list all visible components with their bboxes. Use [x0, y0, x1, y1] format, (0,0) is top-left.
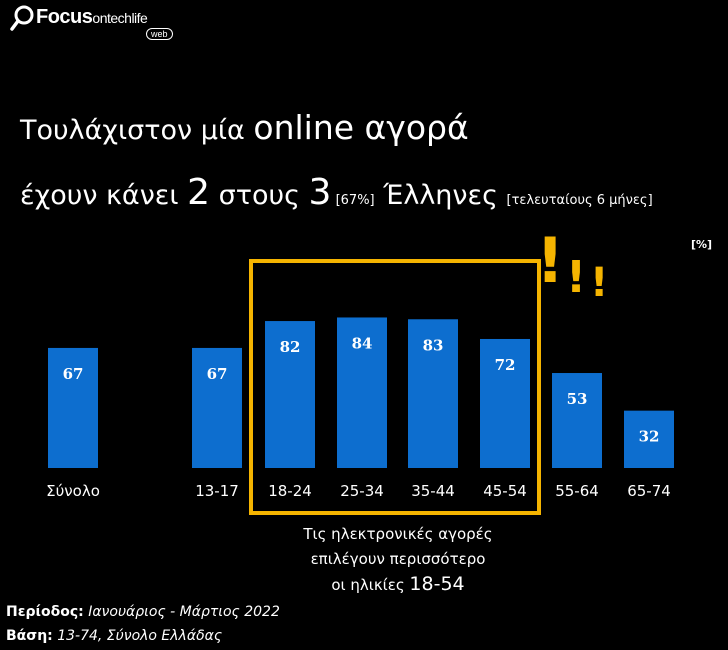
category-label-13-17: 13-17 — [195, 482, 239, 500]
bar-25-34 — [337, 317, 387, 468]
value-label-65-74: 32 — [639, 428, 660, 446]
highlight-note: Τις ηλεκτρονικές αγορές επιλέγουν περισσ… — [303, 525, 493, 595]
category-label-45-54: 45-54 — [483, 482, 527, 500]
footer-period: Περίοδος: Ιανουάριος - Μάρτιος 2022 — [6, 604, 280, 620]
category-label-65-74: 65-74 — [627, 482, 671, 500]
bar-65-74 — [624, 410, 674, 468]
logo-text: Focusontechlife — [36, 6, 148, 28]
value-label-55-64: 53 — [567, 390, 588, 408]
bar-35-44 — [408, 319, 458, 468]
category-label-25-34: 25-34 — [340, 482, 384, 500]
category-label-18-24: 18-24 — [268, 482, 312, 500]
value-label-18-24: 82 — [280, 338, 301, 356]
footer-base: Βάση: 13-74, Σύνολο Ελλάδας — [6, 628, 223, 644]
value-label-35-44: 83 — [423, 336, 444, 354]
chart-title-line2: έχουν κάνει 2 στους 3 [67%] Έλληνες [τελ… — [20, 172, 653, 213]
magnifier-logo-icon — [10, 5, 34, 31]
bar-45-54 — [480, 338, 530, 468]
bar-13-17 — [192, 347, 242, 468]
value-label-Σύνολο: 67 — [63, 365, 84, 383]
logo-web-tag: web — [146, 28, 173, 40]
category-label-35-44: 35-44 — [411, 482, 455, 500]
value-label-25-34: 84 — [352, 334, 373, 352]
value-label-45-54: 72 — [495, 356, 516, 374]
bar-55-64 — [552, 373, 602, 468]
bar-18-24 — [265, 321, 315, 468]
bar-Σύνολο — [48, 347, 98, 468]
value-label-13-17: 67 — [207, 365, 228, 383]
category-label-Σύνολο: Σύνολο — [46, 482, 100, 500]
highlight-box — [249, 259, 541, 515]
unit-label: [%] — [691, 238, 713, 251]
category-label-55-64: 55-64 — [555, 482, 599, 500]
chart-title-line1: Τουλάχιστον μία online αγορά — [20, 108, 469, 147]
focus-logo: Focusontechlife web — [10, 4, 180, 44]
